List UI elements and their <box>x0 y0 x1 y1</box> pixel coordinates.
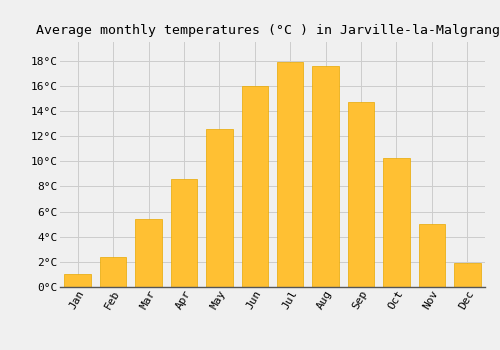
Bar <box>277 62 303 287</box>
Bar <box>136 219 162 287</box>
Bar <box>206 129 233 287</box>
Bar <box>454 263 480 287</box>
Bar <box>100 257 126 287</box>
Bar <box>64 274 91 287</box>
Bar <box>348 102 374 287</box>
Title: Average monthly temperatures (°C ) in Jarville-la-Malgrange: Average monthly temperatures (°C ) in Ja… <box>36 24 500 37</box>
Bar <box>170 179 197 287</box>
Bar <box>312 66 339 287</box>
Bar <box>383 158 409 287</box>
Bar <box>242 86 268 287</box>
Bar <box>418 224 445 287</box>
